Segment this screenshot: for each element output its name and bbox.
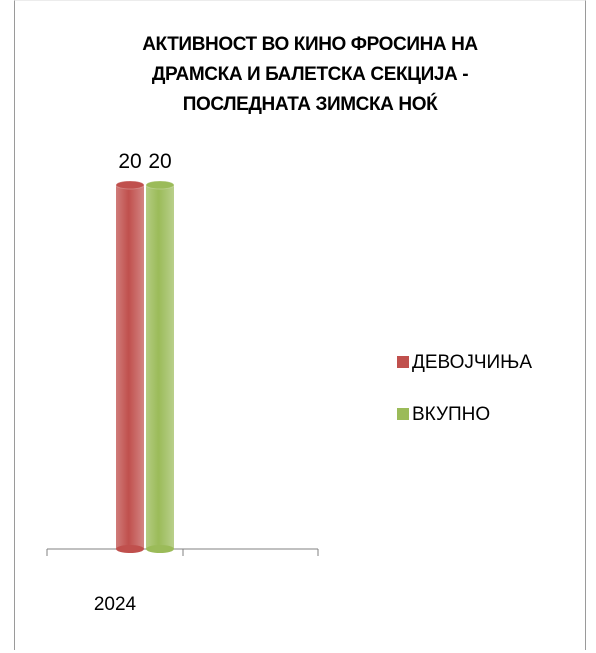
chart-title-line-2: ДРАМСКА И БАЛЕТСКА СЕКЦИЈА -: [151, 64, 469, 85]
data-label-2: 20: [148, 150, 171, 173]
chart-frame: [14, 0, 586, 650]
legend-label-1: ДЕВОЈЧИЊА: [412, 352, 533, 373]
chart-title-line-3: ПОСЛЕДНАТА ЗИМСКА НОЌ: [182, 94, 438, 115]
bar-1: [115, 180, 145, 553]
bar-2: [145, 180, 175, 553]
legend-item-1: ДЕВОЈЧИЊА: [397, 352, 532, 374]
legend-label-2: ВКУПНО: [412, 404, 491, 425]
data-label-1: 20: [118, 150, 141, 173]
chart-title-line-1: АКТИВНОСТ ВО КИНО ФРОСИНА НА: [142, 34, 478, 55]
legend-item-2: ВКУПНО: [397, 404, 490, 426]
legend-swatch-1: [397, 356, 409, 368]
x-tick-label-1: 2024: [94, 594, 137, 615]
legend-swatch-2: [397, 408, 409, 420]
